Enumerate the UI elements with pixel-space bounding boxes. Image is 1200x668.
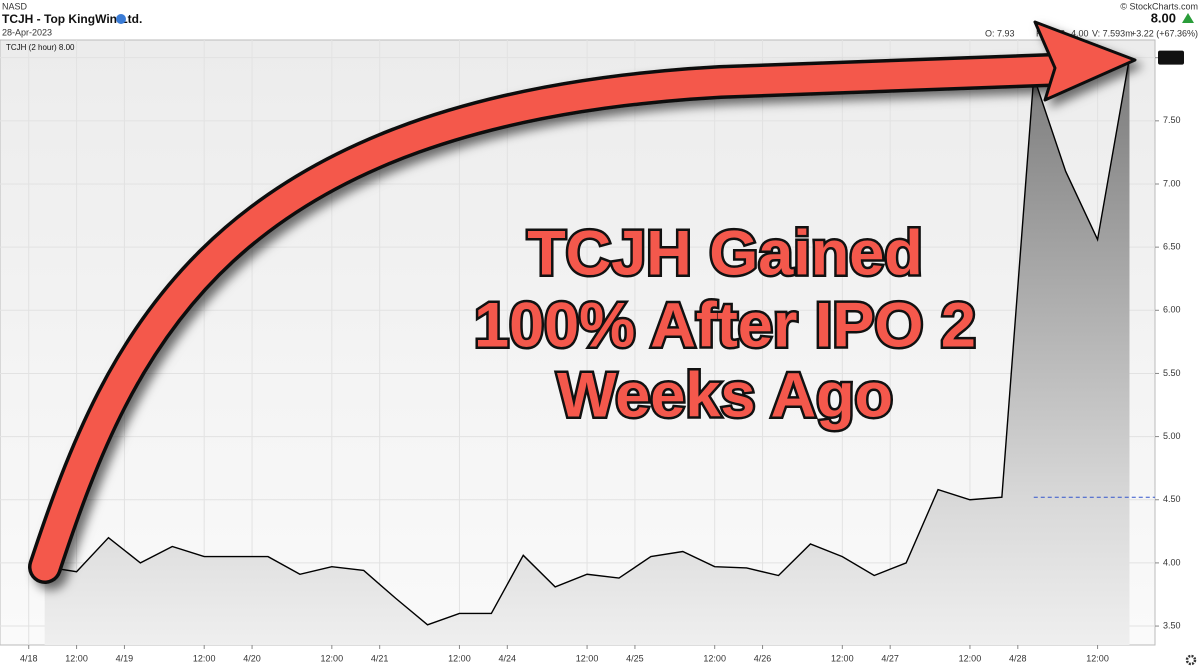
x-tick-label: 12:00 xyxy=(959,653,982,663)
x-tick-label: 12:00 xyxy=(703,653,726,663)
annotation: 100% After IPO 2 xyxy=(474,291,976,361)
x-tick-label: 12:00 xyxy=(448,653,471,663)
copyright: © StockCharts.com xyxy=(1120,1,1198,11)
annotation-layer: TCJH Gained 100% After IPO 2 Weeks Ago xyxy=(28,20,1137,584)
y-tick-label: 5.50 xyxy=(1163,368,1181,378)
exchange: NASD xyxy=(2,1,28,11)
x-tick-label: 4/24 xyxy=(499,653,517,663)
x-tick-label: 4/27 xyxy=(881,653,899,663)
stat: 4.00 xyxy=(1071,28,1089,38)
last-price: 8.00 xyxy=(1151,10,1176,25)
annotation: TCJH Gained xyxy=(527,219,923,289)
y-tick-label: 4.50 xyxy=(1163,494,1181,504)
settings-icon[interactable] xyxy=(1185,654,1197,666)
annotation: Weeks Ago xyxy=(557,361,893,431)
x-tick-label: 4/28 xyxy=(1009,653,1027,663)
stat: V: 7.593m xyxy=(1092,28,1133,38)
y-tick-label: 6.00 xyxy=(1163,305,1181,315)
legend-label: TCJH (2 hour) 8.00 xyxy=(6,43,75,52)
plot-area xyxy=(0,39,1159,649)
price-line xyxy=(44,57,1131,626)
y-tick-label: 4.00 xyxy=(1163,557,1181,567)
symbol-title: TCJH - Top KingWin Ltd. xyxy=(2,12,142,26)
x-tick-label: 4/26 xyxy=(754,653,772,663)
y-tick-label: 3.50 xyxy=(1163,620,1181,630)
last-value-box xyxy=(1158,50,1184,65)
x-tick-label: 12:00 xyxy=(1086,653,1109,663)
area xyxy=(44,57,1130,645)
x-tick-label: 12:00 xyxy=(193,653,216,663)
x-tick-label: 12:00 xyxy=(576,653,599,663)
annotation-arrow xyxy=(28,20,1137,584)
x-tick-label: 4/25 xyxy=(626,653,644,663)
x-tick-label: 4/21 xyxy=(371,653,389,663)
x-tick-label: 12:00 xyxy=(65,653,88,663)
y-tick-label: 7.00 xyxy=(1163,178,1181,188)
stat: O: 7.93 xyxy=(985,28,1015,38)
y-tick-label: 5.00 xyxy=(1163,431,1181,441)
x-tick-label: 4/20 xyxy=(243,653,261,663)
x-tick-label: 12:00 xyxy=(831,653,854,663)
date: 28-Apr-2023 xyxy=(2,27,52,37)
x-tick-label: 4/18 xyxy=(20,653,38,663)
x-tick-label: 12:00 xyxy=(321,653,344,663)
info-icon[interactable] xyxy=(116,14,126,24)
y-tick-label: 6.50 xyxy=(1163,242,1181,252)
y-tick-label: 7.50 xyxy=(1163,115,1181,125)
x-tick-label: 4/19 xyxy=(116,653,134,663)
up-arrow xyxy=(1182,13,1194,23)
change: +3.22 (+67.36%) xyxy=(1131,28,1198,38)
